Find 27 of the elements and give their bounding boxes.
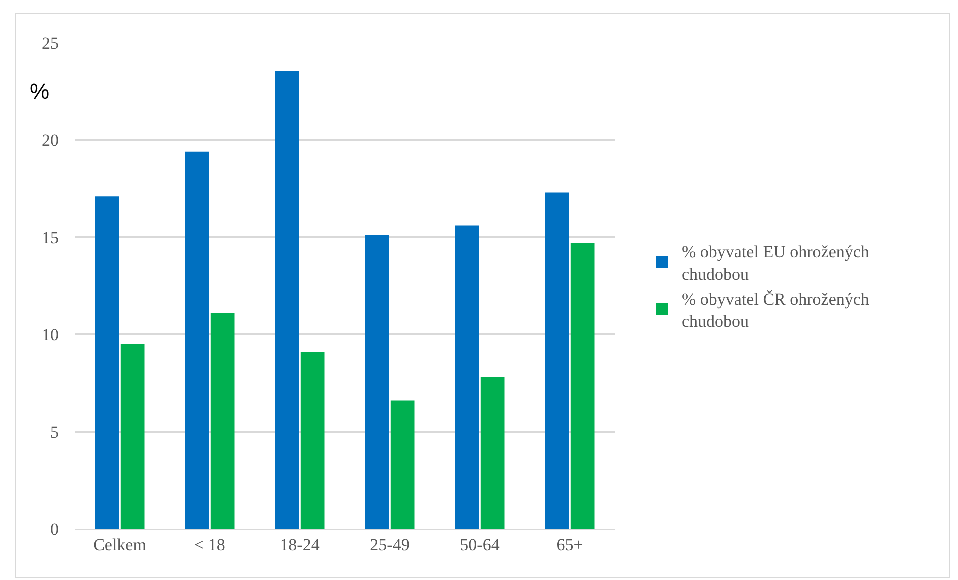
bar [120,344,145,529]
bar [95,196,120,529]
bar [570,243,595,529]
y-tick-label: 25 [42,34,59,53]
y-tick-label: 20 [42,131,59,150]
y-tick-label: 0 [50,520,59,539]
x-tick-label: 65+ [556,535,584,554]
y-tick-label: 5 [50,422,59,442]
x-tick-label: Celkem [94,535,146,554]
x-tick-label: 25-49 [370,535,410,554]
bar [390,400,415,529]
legend-label: % obyvatel ČR ohrožených chudobou [682,290,870,331]
x-tick-label: 50-64 [460,535,500,554]
x-tick-label: < 18 [194,535,226,554]
x-tick-label: 18-24 [280,535,320,554]
y-tick-label: 15 [42,228,59,248]
bar [210,313,235,529]
y-axis-title: % [30,79,50,104]
bar [480,377,505,529]
legend-label: % obyvatel EU ohrožených chudobou [682,242,870,284]
bar [455,226,480,529]
bar [300,352,325,529]
bar [185,152,210,529]
bar [545,192,570,529]
bar [275,71,300,529]
bar [365,235,390,529]
y-tick-label: 10 [42,326,59,345]
